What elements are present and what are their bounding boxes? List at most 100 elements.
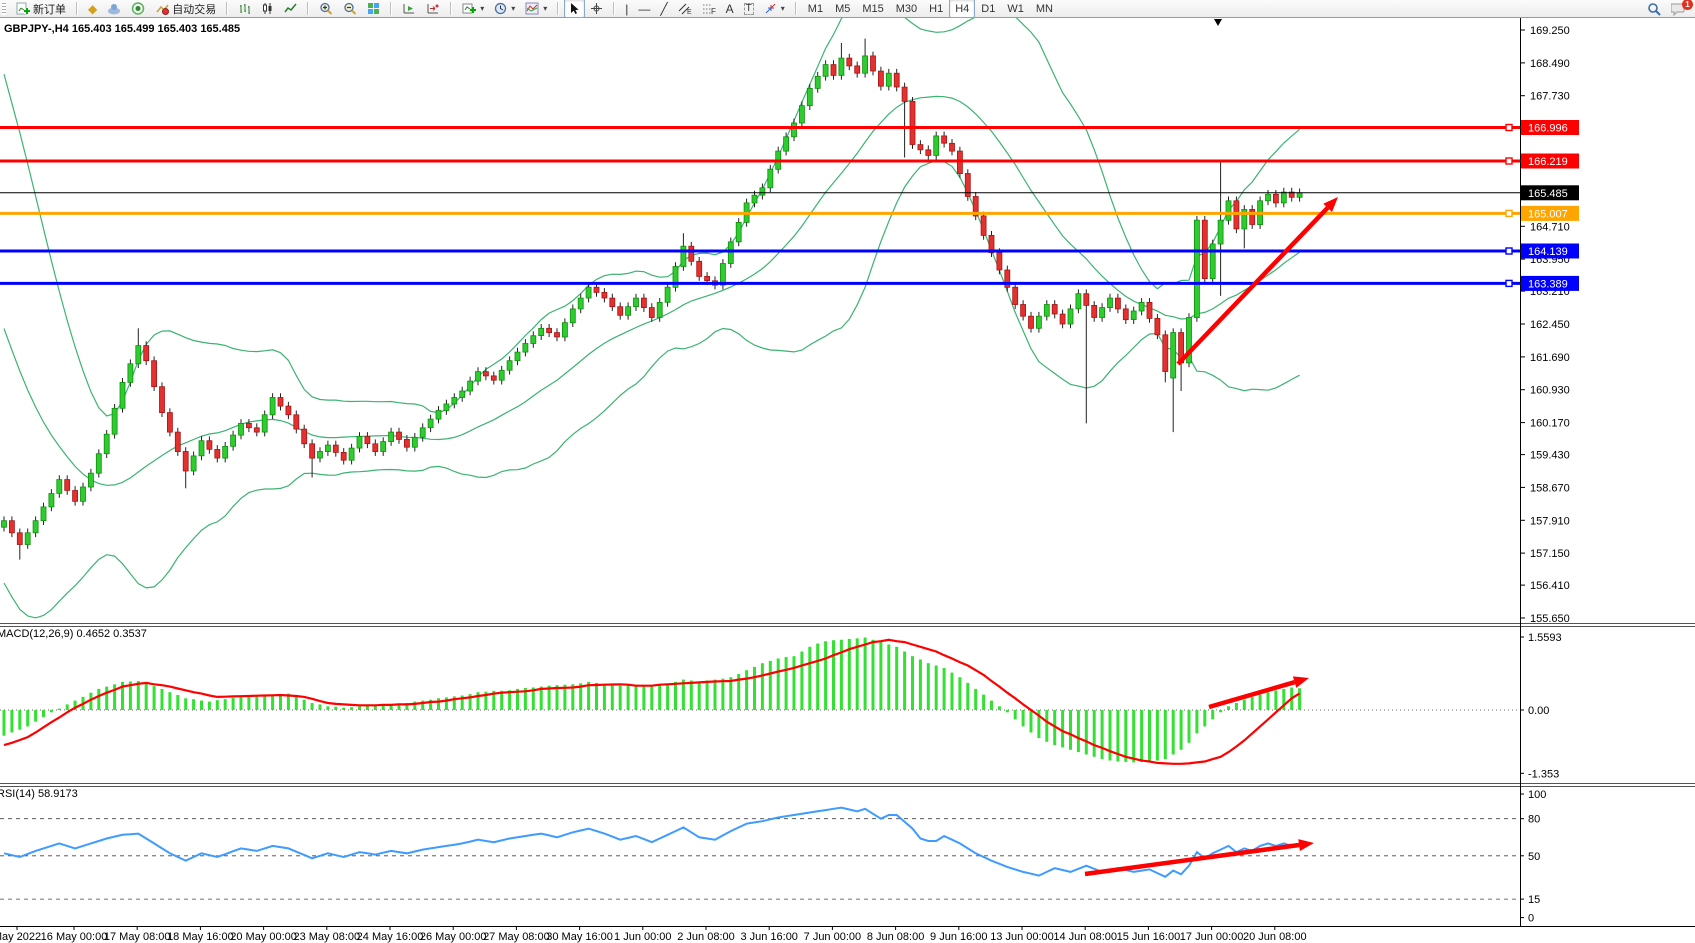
candle-body <box>1028 315 1034 329</box>
line-chart-icon <box>284 3 297 13</box>
zoom-out-button[interactable] <box>338 0 362 18</box>
periods-button[interactable]: ▾ <box>489 0 520 18</box>
time-axis-label: 17 Jun 00:00 <box>1180 931 1244 943</box>
candle-body <box>648 307 655 318</box>
candle-body <box>56 479 63 494</box>
timeframe-button-W1[interactable]: W1 <box>1007 2 1024 15</box>
candle-body <box>301 428 308 445</box>
candle-body <box>403 438 410 448</box>
price-axis-label: 160.930 <box>1530 385 1570 397</box>
auto-scroll-button[interactable] <box>397 0 421 18</box>
search-button[interactable] <box>1642 0 1666 18</box>
price-badge-label: 166.219 <box>1528 156 1568 168</box>
candle-body <box>822 64 829 77</box>
svg-text:F: F <box>711 7 716 15</box>
toolbar-separator <box>794 2 797 15</box>
candle-body <box>190 455 197 472</box>
candle-body <box>135 345 142 365</box>
price-badge <box>1521 185 1579 201</box>
horizontal-line-tool-button[interactable]: — <box>633 0 655 18</box>
chart-window[interactable]: 169.250 168.490 167.730 164.710 163.950 163.2… <box>0 17 1695 943</box>
candle-body <box>562 322 568 338</box>
text-label-tool-button[interactable]: T <box>739 0 759 18</box>
level-line-handle[interactable] <box>1505 157 1513 165</box>
candle-body <box>309 443 316 459</box>
trendline-tool-button[interactable]: ╱ <box>655 0 672 18</box>
new-order-button[interactable]: 新订单 <box>11 0 71 18</box>
candle-body <box>64 479 71 491</box>
price-axis-label: 157.150 <box>1530 548 1570 560</box>
candlestick-chart-button[interactable] <box>256 0 279 18</box>
candle-body <box>964 173 971 197</box>
candle-body <box>783 136 789 152</box>
crosshair-tool-button[interactable] <box>585 0 608 18</box>
styler-button[interactable]: ◆ <box>83 0 102 18</box>
channel-tool-button[interactable]: E <box>673 0 697 18</box>
candle-body <box>324 444 331 453</box>
level-line-handle[interactable] <box>1505 209 1513 218</box>
level-line-handle[interactable] <box>1505 123 1513 132</box>
community-button[interactable] <box>102 0 126 18</box>
timeframe-button-H1[interactable]: H1 <box>929 2 944 15</box>
auto-trading-button[interactable]: 自动交易 <box>150 0 221 18</box>
cursor-tool-button[interactable] <box>564 0 586 18</box>
timeframe-button-M15[interactable]: M15 <box>862 2 884 15</box>
candle-body <box>1273 193 1279 204</box>
candle-body <box>1265 193 1271 202</box>
line-chart-button[interactable] <box>279 0 302 18</box>
level-line-handle[interactable] <box>1505 247 1513 255</box>
signals-button[interactable] <box>126 0 150 18</box>
price-badge <box>1521 205 1579 221</box>
chart-canvas[interactable]: 169.250168.490167.730164.710163.950163.2… <box>0 17 1695 943</box>
level-line-handle[interactable] <box>1505 279 1513 288</box>
chart-background <box>0 17 1695 943</box>
tile-windows-button[interactable] <box>362 0 385 18</box>
bar-chart-button[interactable] <box>233 0 256 18</box>
timeframe-button-H4[interactable]: H4 <box>949 0 976 18</box>
candle-body <box>727 241 734 264</box>
timeframe-button-M1[interactable]: M1 <box>807 2 824 15</box>
timeframe-button-D1[interactable]: D1 <box>981 2 996 15</box>
chart-shift-button[interactable] <box>421 0 445 18</box>
toolbar-grip[interactable] <box>2 2 6 15</box>
candle-body <box>1020 304 1026 317</box>
candle-body <box>269 397 276 416</box>
candle-body <box>1012 286 1019 305</box>
notifications-button[interactable]: 1 <box>1666 0 1693 18</box>
trend-annotation-arrow[interactable] <box>1208 680 1296 710</box>
text-tool-button[interactable]: A <box>721 0 739 18</box>
candle-body <box>617 306 624 316</box>
rsi-indicator-label: RSI(14) 58.9173 <box>0 788 78 800</box>
shapes-tool-button[interactable]: ▾ <box>759 0 790 18</box>
trend-annotation-arrow[interactable] <box>1084 842 1300 877</box>
price-badge-label: 166.996 <box>1528 123 1568 135</box>
candle-body <box>901 86 908 102</box>
candle-body <box>419 427 426 438</box>
candle-body <box>838 57 845 76</box>
rsi-axis-label: 50 <box>1528 851 1540 863</box>
price-badge <box>1521 243 1579 259</box>
candle-body <box>751 194 758 204</box>
rsi-axis-label: 0 <box>1528 913 1534 925</box>
timeframe-button-M5[interactable]: M5 <box>835 2 851 15</box>
indicators-button[interactable]: ▾ <box>520 0 552 18</box>
candle-body <box>348 447 355 461</box>
trend-annotation-arrow[interactable] <box>1176 206 1330 366</box>
vertical-line-tool-button[interactable]: | <box>620 0 633 18</box>
candle-body <box>664 286 671 303</box>
candle-body <box>1186 317 1192 364</box>
candle-body <box>238 422 244 436</box>
rsi-axis-label: 80 <box>1528 814 1540 826</box>
candle-body <box>554 332 560 338</box>
new-chart-button[interactable]: ▾ <box>457 0 489 18</box>
candle-body <box>704 275 710 282</box>
cursor-icon <box>571 3 579 14</box>
time-axis-label: 30 May 16:00 <box>546 931 613 943</box>
timeframe-button-MN[interactable]: MN <box>1035 2 1053 15</box>
price-badge-label: 165.007 <box>1528 208 1568 220</box>
fibonacci-tool-button[interactable]: F <box>697 0 721 18</box>
zoom-in-button[interactable] <box>314 0 338 18</box>
price-axis-label: 159.430 <box>1530 450 1570 462</box>
timeframe-button-M30[interactable]: M30 <box>895 2 918 15</box>
timeframe-group: M1 M5 M15 M30 H1 H4 D1 W1 MN <box>799 0 1062 18</box>
